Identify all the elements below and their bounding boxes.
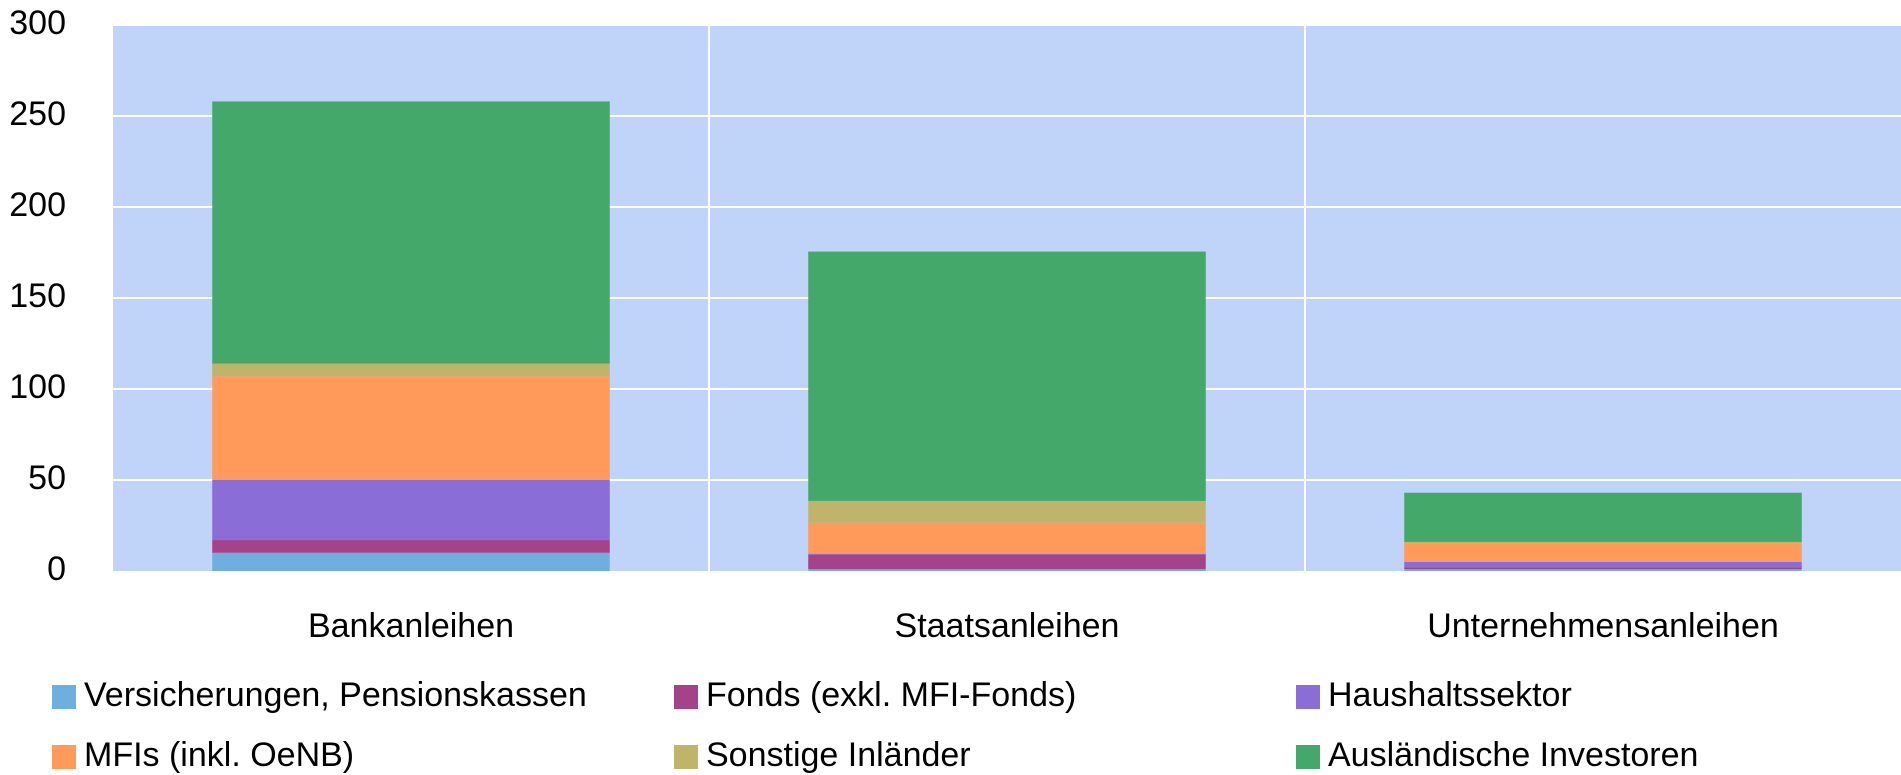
legend-label: Sonstige Inländer (706, 736, 971, 774)
bar-segment (808, 569, 1206, 571)
legend-label: Fonds (exkl. MFI-Fonds) (706, 676, 1076, 714)
legend-swatch (52, 745, 76, 769)
legend-swatch (1296, 685, 1320, 709)
bar-segment (1404, 543, 1802, 562)
legend-swatch (1296, 745, 1320, 769)
bar-segment (212, 480, 610, 541)
x-tick-label: Unternehmensanleihen (1427, 607, 1779, 645)
y-tick-label: 200 (9, 186, 66, 224)
y-tick-label: 50 (28, 459, 66, 497)
bar-segment (808, 251, 1206, 501)
legend-label: Haushaltssektor (1328, 676, 1572, 714)
bar-segment (1404, 567, 1802, 570)
bar-segment (212, 376, 610, 480)
legend-label: Ausländische Investoren (1328, 736, 1698, 774)
bar-segment (212, 540, 610, 553)
legend-swatch (674, 745, 698, 769)
bar-segment (808, 553, 1206, 555)
bar-segment (1404, 541, 1802, 544)
y-tick-label: 250 (9, 95, 66, 133)
legend-label: MFIs (inkl. OeNB) (84, 736, 354, 774)
bar-segment (1404, 569, 1802, 571)
x-tick-label: Staatsanleihen (895, 607, 1120, 645)
bar-segment (1404, 492, 1802, 542)
bar-segment (212, 101, 610, 364)
bar-segment (212, 363, 610, 377)
y-tick-label: 0 (47, 550, 66, 588)
y-tick-label: 300 (9, 4, 66, 42)
x-tick-label: Bankanleihen (308, 607, 514, 645)
legend-label: Versicherungen, Pensionskassen (84, 676, 587, 714)
y-tick-label: 100 (9, 368, 66, 406)
bar-segment (1404, 561, 1802, 568)
bar-segment (808, 522, 1206, 554)
legend-swatch (52, 685, 76, 709)
bar-segment (808, 554, 1206, 570)
y-tick-label: 150 (9, 277, 66, 315)
bar-segment (212, 552, 610, 571)
bar-segment (808, 500, 1206, 523)
legend-swatch (674, 685, 698, 709)
